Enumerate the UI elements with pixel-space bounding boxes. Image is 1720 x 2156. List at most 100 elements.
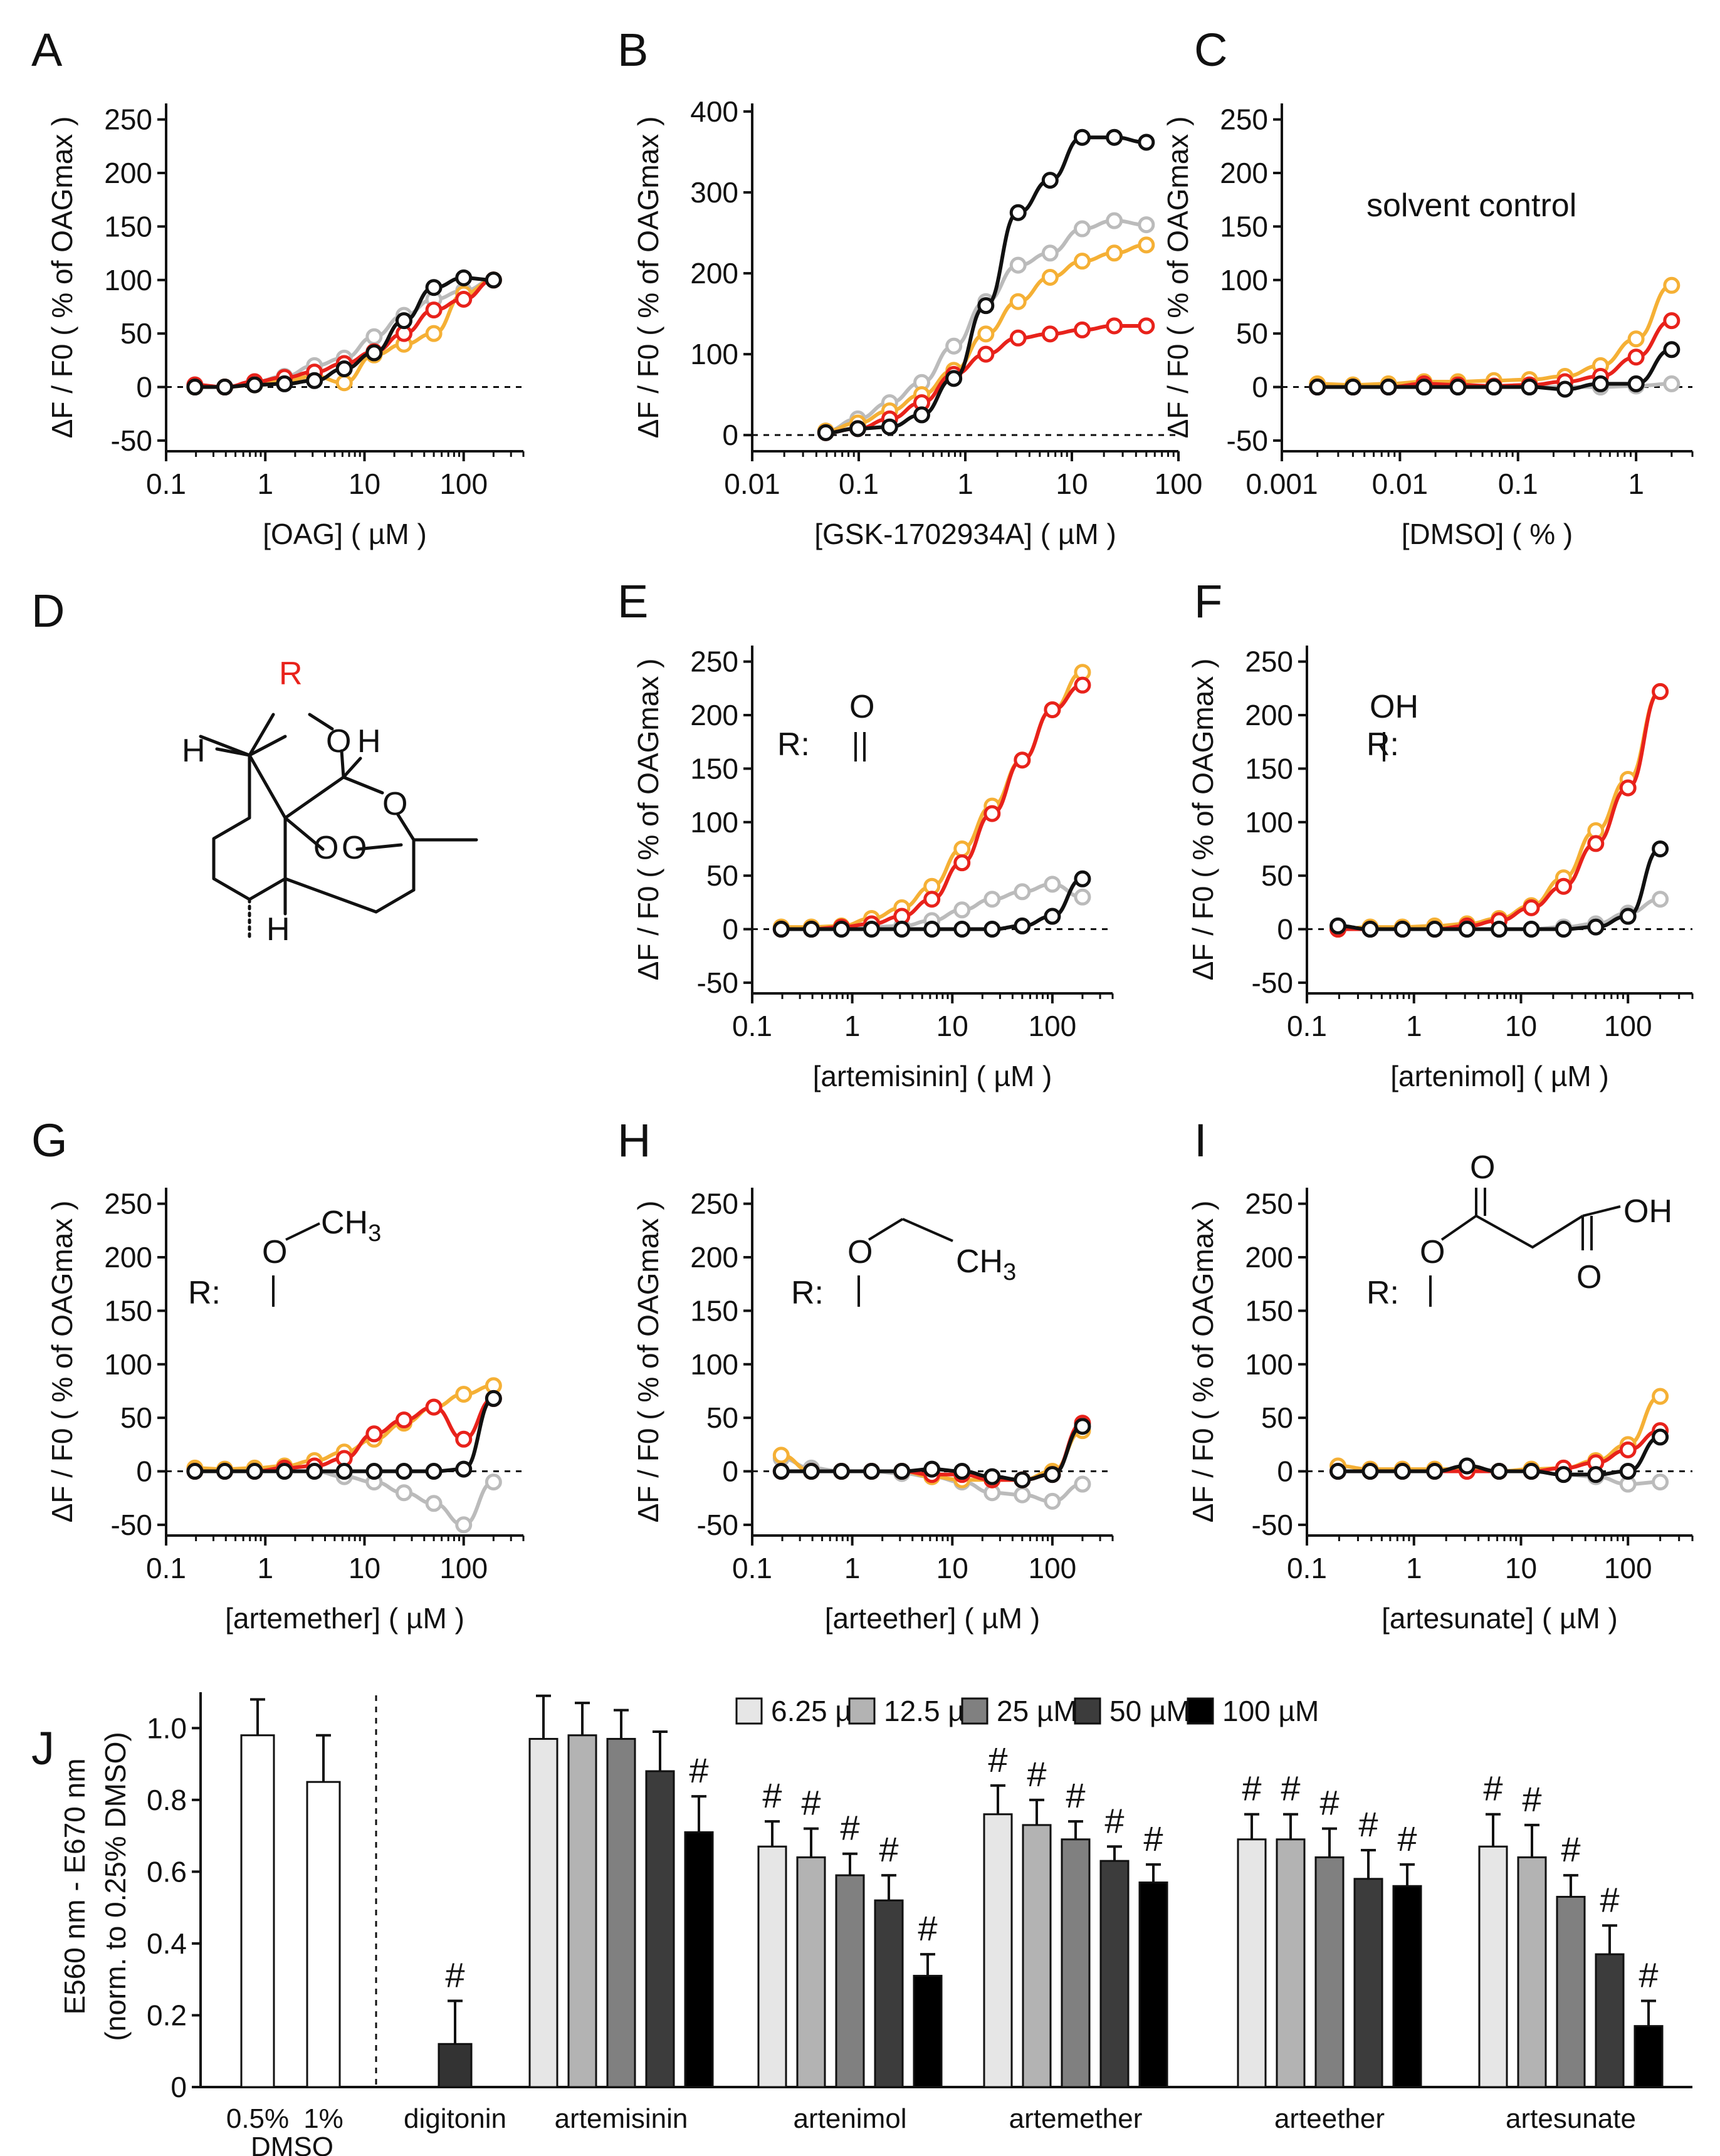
- x-tick-label: 1: [1406, 1010, 1422, 1042]
- y-tick-label: 250: [1245, 646, 1293, 678]
- y-tick-label: 300: [690, 176, 738, 209]
- data-point-black: [1627, 375, 1645, 392]
- x-tick-label: 10: [1505, 1010, 1537, 1042]
- data-point-black: [1521, 379, 1538, 396]
- atom-h-left: H: [182, 733, 206, 769]
- methyl-g: CH3: [321, 1205, 381, 1247]
- j-y-tick-label: 0.8: [147, 1784, 187, 1816]
- y-tick-label: 100: [104, 264, 152, 296]
- significance-marker: #: [879, 1829, 898, 1869]
- data-point-orange: [335, 374, 353, 392]
- data-point-red: [1074, 676, 1091, 694]
- x-tick-label: 1: [844, 1552, 861, 1584]
- y-axis-label: ΔF / F0 ( % of OAGmax ): [46, 1201, 78, 1523]
- data-point-orange: [1138, 236, 1155, 254]
- significance-marker: #: [1600, 1880, 1619, 1919]
- group-label: artesunate: [1506, 2103, 1636, 2134]
- bond-to-r: [248, 713, 275, 757]
- j-y-axis-sublabel: (norm. to 0.25% DMSO): [99, 1732, 132, 2041]
- atom-o4: O: [342, 830, 367, 866]
- data-point-black: [977, 297, 995, 315]
- atom-o-h: O: [847, 1234, 873, 1270]
- y-tick-label: 250: [104, 1188, 152, 1220]
- panel-annotation: R:: [791, 1275, 824, 1311]
- data-point-black: [1619, 908, 1637, 925]
- significance-marker: #: [1358, 1804, 1378, 1844]
- data-point-black: [953, 1463, 971, 1480]
- j-y-tick-label: 0.4: [147, 1927, 187, 1960]
- x-tick-label: 1: [257, 468, 273, 500]
- data-point-black: [1380, 379, 1397, 396]
- significance-marker: #: [762, 1776, 782, 1815]
- significance-marker: #: [801, 1783, 821, 1823]
- bond-o-c: [340, 749, 345, 779]
- y-tick-label: 0: [722, 1455, 738, 1488]
- data-point-black: [425, 279, 443, 296]
- y-tick-label: 0: [1277, 1455, 1293, 1488]
- data-point-red: [923, 891, 941, 908]
- data-point-red: [1106, 317, 1123, 335]
- legend-label: 50 µM: [1109, 1695, 1190, 1727]
- x-tick-label: 0.1: [732, 1552, 772, 1584]
- data-point-gray: [1138, 216, 1155, 234]
- bar-artesunate: [1478, 1845, 1508, 2088]
- x-tick-label: 10: [1505, 1552, 1537, 1584]
- significance-marker: #: [918, 1908, 937, 1948]
- data-point-black: [395, 1463, 412, 1480]
- atom-o-i2: O: [1470, 1149, 1495, 1186]
- data-point-black: [1491, 1463, 1508, 1480]
- panel-c: C -50 0 50 100 150 200 250 0.001 0.01 0.1 1 [DMSO] (…: [1162, 24, 1694, 550]
- y-tick-label: -50: [111, 424, 152, 457]
- data-point-black: [1073, 128, 1091, 146]
- data-point-gray: [1044, 876, 1061, 893]
- data-point-black: [1523, 1463, 1540, 1480]
- y-tick-label: 150: [104, 1294, 152, 1327]
- data-point-black: [817, 424, 834, 441]
- bond-g-2: [285, 1222, 320, 1241]
- panel-letter-f: F: [1194, 575, 1222, 627]
- data-point-orange: [1073, 253, 1091, 270]
- y-tick-label: 400: [690, 95, 738, 128]
- panel-letter-b: B: [617, 24, 648, 76]
- legend-swatch: [735, 1697, 763, 1725]
- data-point-black: [863, 1463, 880, 1480]
- data-point-black: [1458, 921, 1476, 938]
- data-point-gray: [1009, 256, 1027, 274]
- atom-o3: O: [313, 830, 338, 866]
- data-point-black: [1491, 921, 1508, 938]
- data-point-black: [1393, 1463, 1411, 1480]
- data-point-orange: [1663, 276, 1681, 294]
- bond-ch2-c: [283, 877, 378, 914]
- data-point-black: [306, 1463, 323, 1480]
- data-point-red: [395, 1411, 412, 1429]
- bond-oh: [1582, 1205, 1621, 1217]
- bar-artenimol: [874, 1899, 904, 2088]
- y-tick-label: 100: [104, 1348, 152, 1381]
- data-point-black: [1523, 921, 1540, 938]
- data-point-black: [1014, 1471, 1031, 1489]
- data-point-black: [1074, 870, 1091, 887]
- data-point-red: [1041, 325, 1059, 343]
- data-point-black: [772, 921, 790, 938]
- y-tick-label: 200: [1245, 1241, 1293, 1274]
- bar-artemether: [983, 1813, 1013, 2088]
- significance-marker: #: [1319, 1783, 1339, 1823]
- bar-artemether: [1099, 1860, 1130, 2088]
- data-point-black: [802, 921, 820, 938]
- data-point-orange: [1041, 269, 1059, 286]
- j-y-tick-label: 0.6: [147, 1855, 187, 1888]
- data-point-red: [1014, 751, 1031, 769]
- y-tick-label: 50: [706, 859, 738, 892]
- bar-artemether: [1138, 1881, 1168, 2088]
- y-tick-label: 200: [690, 699, 738, 731]
- data-point-orange: [772, 1447, 790, 1464]
- y-axis-label: ΔF / F0 ( % of OAGmax ): [46, 117, 78, 439]
- data-point-red: [1073, 321, 1091, 338]
- data-point-gray: [953, 901, 971, 919]
- y-tick-label: 200: [690, 257, 738, 290]
- significance-marker: #: [1639, 1955, 1658, 1995]
- data-point-red: [1619, 779, 1637, 797]
- bar-artemisinin: [567, 1734, 597, 2088]
- data-point-black: [485, 1389, 502, 1407]
- panel-a: A -50 0 50 100 150 200 250 0.1 1 10 100 [OAG] ( µM )…: [31, 24, 525, 550]
